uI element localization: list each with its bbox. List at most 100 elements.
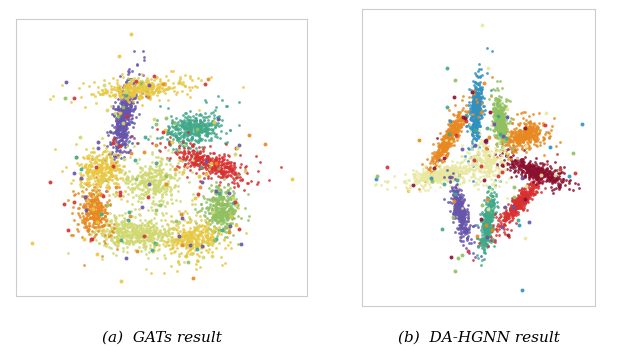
Point xyxy=(492,119,502,125)
Point xyxy=(509,203,519,209)
Point xyxy=(93,170,103,176)
Point xyxy=(116,122,127,128)
Point xyxy=(484,173,494,179)
Point xyxy=(475,174,485,180)
Point xyxy=(238,84,248,89)
Point xyxy=(493,119,503,125)
Point xyxy=(211,160,221,165)
Point xyxy=(199,175,209,181)
Point xyxy=(469,88,479,93)
Point xyxy=(118,90,128,96)
Point xyxy=(485,199,495,204)
Point xyxy=(212,120,223,126)
Point xyxy=(499,131,509,137)
Point xyxy=(207,155,217,161)
Point xyxy=(117,118,127,124)
Point xyxy=(515,132,525,138)
Point xyxy=(483,164,493,169)
Point xyxy=(455,202,465,208)
Point xyxy=(120,93,131,99)
Point xyxy=(141,228,152,233)
Point xyxy=(513,128,523,134)
Point xyxy=(550,168,560,173)
Point xyxy=(127,95,138,101)
Point xyxy=(171,237,181,243)
Point xyxy=(483,216,493,222)
Point xyxy=(479,231,490,237)
Point xyxy=(202,128,212,134)
Point xyxy=(152,225,162,231)
Point xyxy=(527,196,537,202)
Point xyxy=(468,128,478,134)
Point xyxy=(57,82,67,88)
Point xyxy=(81,204,92,209)
Point xyxy=(466,117,476,122)
Point xyxy=(442,143,452,149)
Point xyxy=(172,237,182,242)
Point xyxy=(523,192,533,198)
Point xyxy=(453,122,463,128)
Point xyxy=(415,176,425,181)
Point xyxy=(441,146,451,152)
Point xyxy=(166,68,177,74)
Point xyxy=(480,224,490,229)
Point xyxy=(495,117,506,123)
Point xyxy=(463,87,474,92)
Point xyxy=(461,211,471,216)
Point xyxy=(127,92,138,97)
Point xyxy=(202,153,212,158)
Point xyxy=(481,222,492,228)
Point xyxy=(167,245,177,251)
Point xyxy=(476,218,486,224)
Point xyxy=(122,83,132,89)
Point xyxy=(172,177,182,183)
Point xyxy=(207,169,217,175)
Point xyxy=(211,179,221,185)
Point xyxy=(232,204,242,209)
Point xyxy=(69,199,79,205)
Point xyxy=(545,175,555,181)
Point xyxy=(501,136,511,141)
Point xyxy=(461,115,471,120)
Point xyxy=(134,229,144,235)
Point xyxy=(518,168,528,173)
Point xyxy=(424,177,435,182)
Point xyxy=(483,214,493,220)
Point xyxy=(483,233,493,238)
Point xyxy=(105,164,115,170)
Point xyxy=(157,234,167,240)
Point xyxy=(529,136,540,142)
Point xyxy=(136,94,147,100)
Point xyxy=(480,231,490,236)
Point xyxy=(212,169,223,174)
Point xyxy=(45,180,55,185)
Point xyxy=(92,219,102,225)
Point xyxy=(438,140,449,145)
Point xyxy=(214,113,224,118)
Point xyxy=(451,199,461,205)
Point xyxy=(92,196,102,202)
Point xyxy=(197,114,207,119)
Point xyxy=(438,142,448,147)
Point xyxy=(471,136,481,142)
Point xyxy=(186,233,196,239)
Point xyxy=(113,96,123,102)
Point xyxy=(94,157,104,163)
Point xyxy=(507,197,517,203)
Point xyxy=(189,236,200,241)
Point xyxy=(497,124,507,130)
Point xyxy=(186,232,196,237)
Point xyxy=(129,90,140,95)
Point xyxy=(118,113,128,118)
Point xyxy=(101,164,111,170)
Point xyxy=(171,91,181,96)
Point xyxy=(508,149,518,155)
Point xyxy=(443,145,453,150)
Point xyxy=(125,76,135,81)
Point xyxy=(195,149,205,154)
Point xyxy=(89,149,99,155)
Point xyxy=(122,232,132,238)
Point xyxy=(186,130,196,135)
Point xyxy=(533,168,543,173)
Point xyxy=(520,136,530,141)
